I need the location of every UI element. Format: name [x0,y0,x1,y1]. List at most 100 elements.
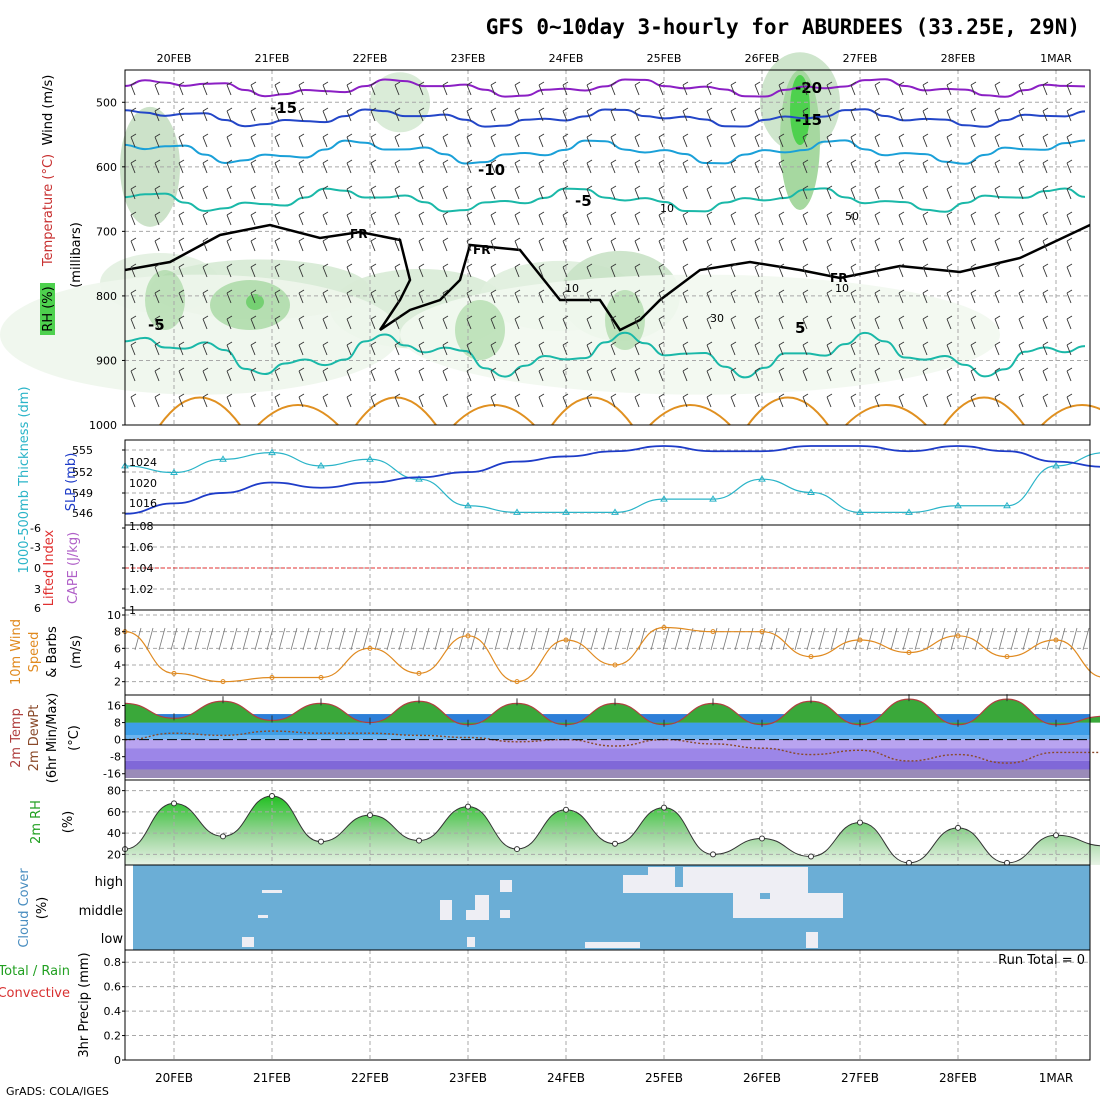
wind-barb [394,84,400,96]
wind-barb [850,370,856,382]
wind-barb [970,159,977,164]
wind-barb [658,136,664,148]
wind-barb [442,214,448,226]
wind-barb [418,393,425,398]
wind-barb [130,266,136,278]
wind-barb [130,237,137,242]
wind-barb [490,341,497,346]
wind-barb [586,237,593,242]
wind-barb [634,292,640,304]
cape-label: CAPE (J/kg) [66,532,81,604]
wind-barb [730,344,736,356]
wind-barb-10m [242,627,250,651]
thickness-point [562,508,570,515]
y-tick-label: 700 [96,225,117,238]
wind-barb [634,162,640,174]
wind-barb [370,289,377,294]
wind-barb-10m [158,627,166,651]
wind-barb [514,211,521,216]
wind-speed-point [465,633,471,639]
wind-barb [322,263,329,268]
wind-barb [514,84,520,96]
wind-barb [970,211,977,216]
cloud-level-label: low [101,932,124,947]
wind-barb-10m [1082,627,1090,651]
wind-barb [826,237,833,242]
wind-barb [130,185,137,190]
wind-barb [946,370,952,382]
wind-barb [442,133,449,138]
wind-barb [490,185,497,190]
wind-barb [802,266,808,278]
wind-barb [154,110,160,122]
wind-barb [322,292,328,304]
wind-barb [994,266,1000,278]
wind-barb [466,214,472,226]
thickness-point [219,455,227,462]
temp-contour-warm [257,404,339,426]
wind-barb [274,211,281,216]
wind-barb-10m [878,627,886,651]
wind-barb [202,107,209,112]
wind-barb [250,211,257,216]
wind-barb [946,188,952,200]
wind-barb [754,292,760,304]
wind-barb [850,367,857,372]
wind-barb [418,370,424,382]
wind-barb [1042,185,1049,190]
wind-barb [178,370,184,382]
wind-barb [466,81,473,86]
wind-barb-10m [770,627,778,651]
temp-band [125,739,1090,749]
wind-barb [154,315,161,320]
cloud-level-label: middle [79,904,123,919]
wind-barb [610,84,616,96]
wind-barb-10m [890,627,898,651]
wind-barb [634,266,640,278]
wind-barb [850,292,856,304]
y-tick-label: 600 [96,161,117,174]
wind-barb [442,266,448,278]
wind-barb [706,159,713,164]
wind-barb [490,136,496,148]
wind-barb [370,292,376,304]
thickness-point [1052,461,1060,469]
rh-point [269,792,275,799]
wind-barb [298,292,304,304]
wind-barb [274,136,280,148]
wind-barb [154,266,160,278]
wind-barb [1066,81,1073,86]
fr-label: FR [473,243,490,257]
wind-barb [946,367,953,372]
wind-barb [682,240,688,252]
wind-barb [394,318,400,330]
wind-barb [682,344,688,356]
wind-barb [226,292,232,304]
wind-barb [154,214,160,226]
rh-point [612,840,618,847]
wind-barb [1042,133,1049,138]
y-tick-label: 1000 [89,419,117,432]
wind-barb-10m [902,627,910,651]
wind-barb [418,344,424,356]
wind-barb [298,133,305,138]
wind-barb [706,84,712,96]
wind-barb [610,318,616,330]
date-label-bottom: 1MAR [1039,1071,1074,1085]
wind-barb [682,292,688,304]
wind-barb [778,136,784,148]
chart-title: GFS 0~10day 3-hourly for ABURDEES (33.25… [486,15,1080,39]
wind-barb [250,367,257,372]
wind-barb [874,315,881,320]
wind-barb [802,292,808,304]
wind-barb [562,292,568,304]
wind-barb-10m [326,627,334,651]
wind-barb [802,240,808,252]
wind-barb [1018,136,1024,148]
wind-barb [994,136,1000,148]
wind-barb [778,370,784,382]
wind-barb [490,84,496,96]
wind-barb [850,81,857,86]
wind-barb [658,188,664,200]
wind-barb [130,110,136,122]
